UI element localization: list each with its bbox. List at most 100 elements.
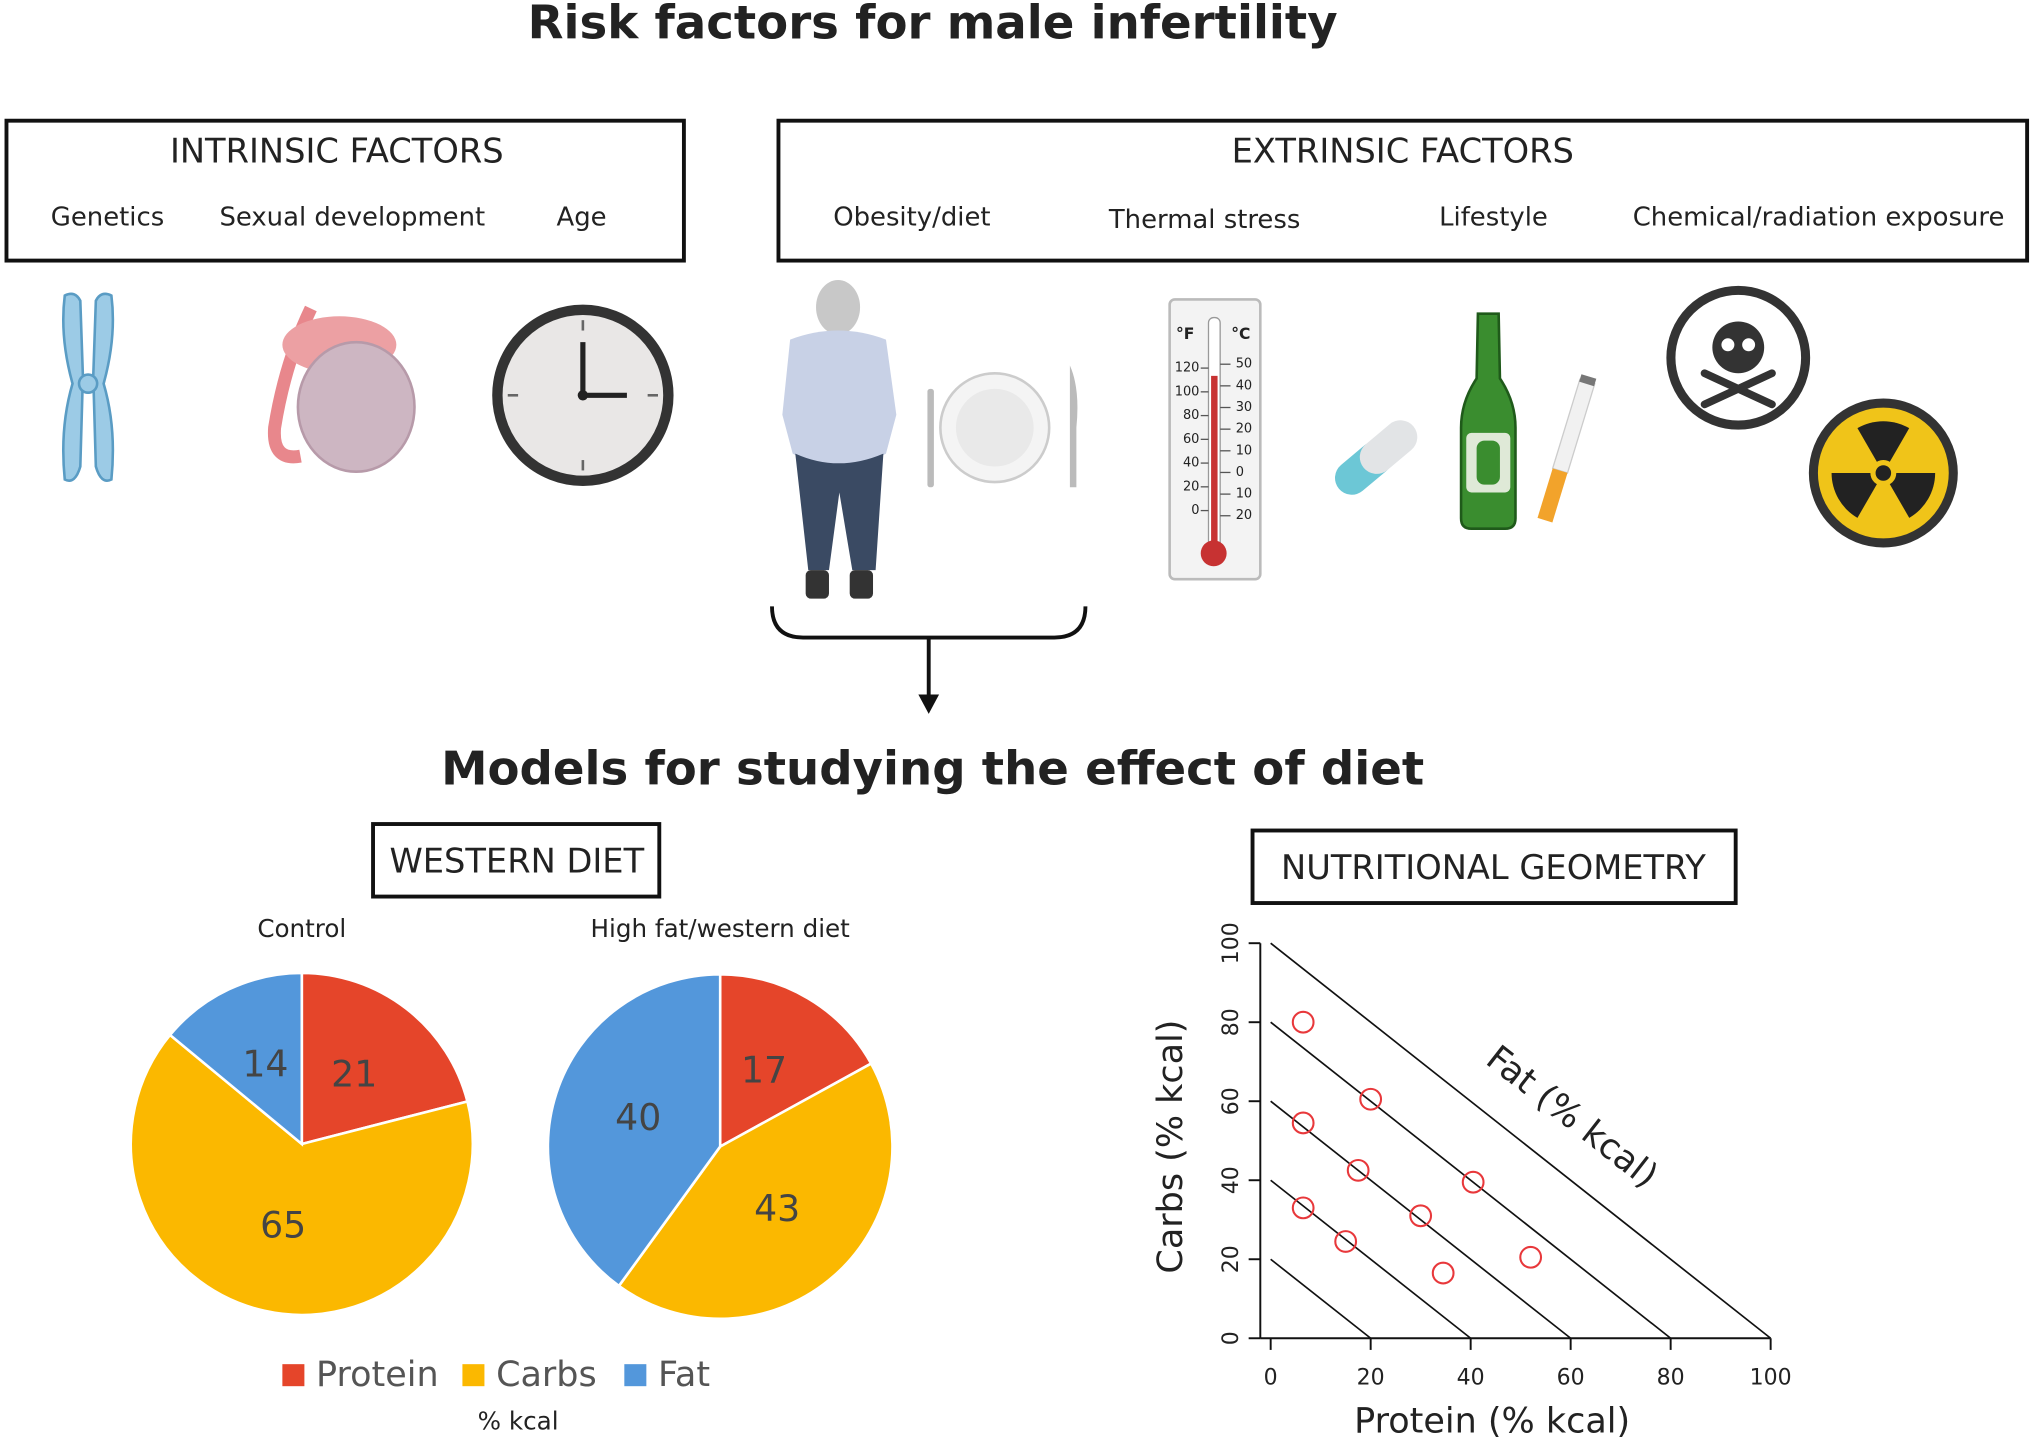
intrinsic-title: INTRINSIC FACTORS [170,132,504,171]
arrow-head [918,694,940,714]
legend-label: Fat [658,1355,710,1395]
legend-swatch [462,1364,485,1387]
y-tick-label: 0 [1219,1331,1244,1345]
legend-title: % kcal [478,1406,559,1435]
bracket [770,606,1088,640]
western-title: WESTERN DIET [389,841,644,880]
plate-icon [927,365,1078,488]
thermometer-icon [1168,298,1262,581]
pie-slice [718,972,873,1149]
y-tick-label: 40 [1219,1166,1244,1194]
pie-slice [129,1033,475,1317]
x-tick-label: 100 [1750,1365,1792,1390]
scatter-point [1291,1010,1315,1034]
scatter-point [1461,1170,1485,1194]
extrinsic-title: EXTRINSIC FACTORS [1232,132,1574,171]
thermo-c-label: 20 [1236,422,1252,437]
fat-isoline [1270,1100,1572,1339]
thermo-f-label: 20 [1183,479,1199,494]
thermo-c-label: 20 [1236,508,1252,523]
thermo-c-label: 0 [1236,465,1244,480]
x-axis-label: Protein (% kcal) [1354,1401,1630,1441]
thermo-c-label: 10 [1236,443,1252,458]
thermo-f-label: 120 [1175,361,1200,376]
scatter-point [1359,1087,1383,1111]
scatter-point [1334,1230,1358,1253]
y-axis-label: Carbs (% kcal) [1151,1020,1191,1274]
legend-label: Protein [316,1355,439,1395]
thermo-f-label: 60 [1183,432,1199,447]
factor: Obesity/diet [833,202,990,232]
scatter-point [1346,1158,1370,1182]
scatter-point [1519,1245,1543,1269]
thermo-c-label: 30 [1236,400,1252,415]
thermo-f-label: 0 [1191,503,1199,518]
factor: Age [557,202,607,232]
x-tick-label: 60 [1557,1365,1585,1390]
pie-value-label: 40 [615,1096,661,1139]
scatter-point [1291,1196,1315,1220]
western-box [371,822,662,899]
factor: Thermal stress [1108,205,1300,235]
pie-slice [168,971,304,1147]
scatter-point [1291,1111,1315,1135]
radiation-icon [1808,398,1958,548]
y-tick-label: 20 [1219,1245,1244,1273]
skull-icon [1666,285,1811,430]
fat-isoline [1270,1258,1372,1339]
y-tick-label: 100 [1219,922,1244,964]
x-tick-label: 0 [1264,1365,1278,1390]
annotation: Fat (% kcal) [1479,1038,1666,1196]
legend-swatch [624,1364,647,1387]
extrinsic-box [776,118,2030,263]
y-tick-label: 80 [1219,1008,1244,1036]
pie-slice [617,1061,894,1321]
thermo-unit: °C [1231,325,1250,343]
testis-icon [267,305,416,474]
x-tick-label: 20 [1357,1365,1385,1390]
geometry-title: NUTRITIONAL GEOMETRY [1281,848,1706,887]
geometry-box [1250,828,1738,905]
fat-isoline [1270,1021,1672,1339]
scatter-point [1409,1204,1433,1228]
title: Risk factors for male infertility [528,0,1338,50]
cigarette-icon [1537,374,1597,523]
legend-label: Carbs [496,1355,597,1395]
obese-person-icon [782,280,897,599]
section-title: Models for studying the effect of diet [441,742,1424,796]
y-tick-label: 60 [1219,1087,1244,1115]
pill-icon [1334,420,1418,495]
pie-slice [300,971,469,1146]
pie-value-label: 21 [331,1052,377,1095]
factor: Chemical/radiation exposure [1633,202,2005,232]
thermo-f-label: 80 [1183,408,1199,423]
chromosome-icon [61,292,115,482]
x-tick-label: 40 [1457,1365,1485,1390]
fat-isoline [1270,942,1772,1339]
thermo-unit: °F [1176,325,1194,343]
pie-value-label: 43 [754,1187,800,1230]
thermo-c-label: 40 [1236,378,1252,393]
pie-title: High fat/western diet [591,914,851,943]
intrinsic-box [4,118,686,263]
pie-slice [546,972,722,1288]
legend-swatch [282,1364,305,1387]
fat-isoline [1270,1179,1472,1339]
x-tick-label: 80 [1657,1365,1685,1390]
thermo-f-label: 40 [1183,456,1199,471]
pie-value-label: 14 [242,1043,288,1086]
pie-value-label: 17 [741,1048,787,1091]
thermo-c-label: 50 [1236,357,1252,372]
factor: Sexual development [219,202,485,232]
pie-value-label: 65 [260,1203,306,1246]
pie-title: Control [257,914,346,943]
thermo-f-label: 100 [1175,384,1200,399]
factor: Genetics [51,202,164,232]
scatter-point [1431,1261,1455,1285]
clock-icon [492,304,674,486]
bottle-icon [1459,312,1517,531]
thermo-c-label: 10 [1236,487,1252,502]
factor: Lifestyle [1439,202,1548,232]
